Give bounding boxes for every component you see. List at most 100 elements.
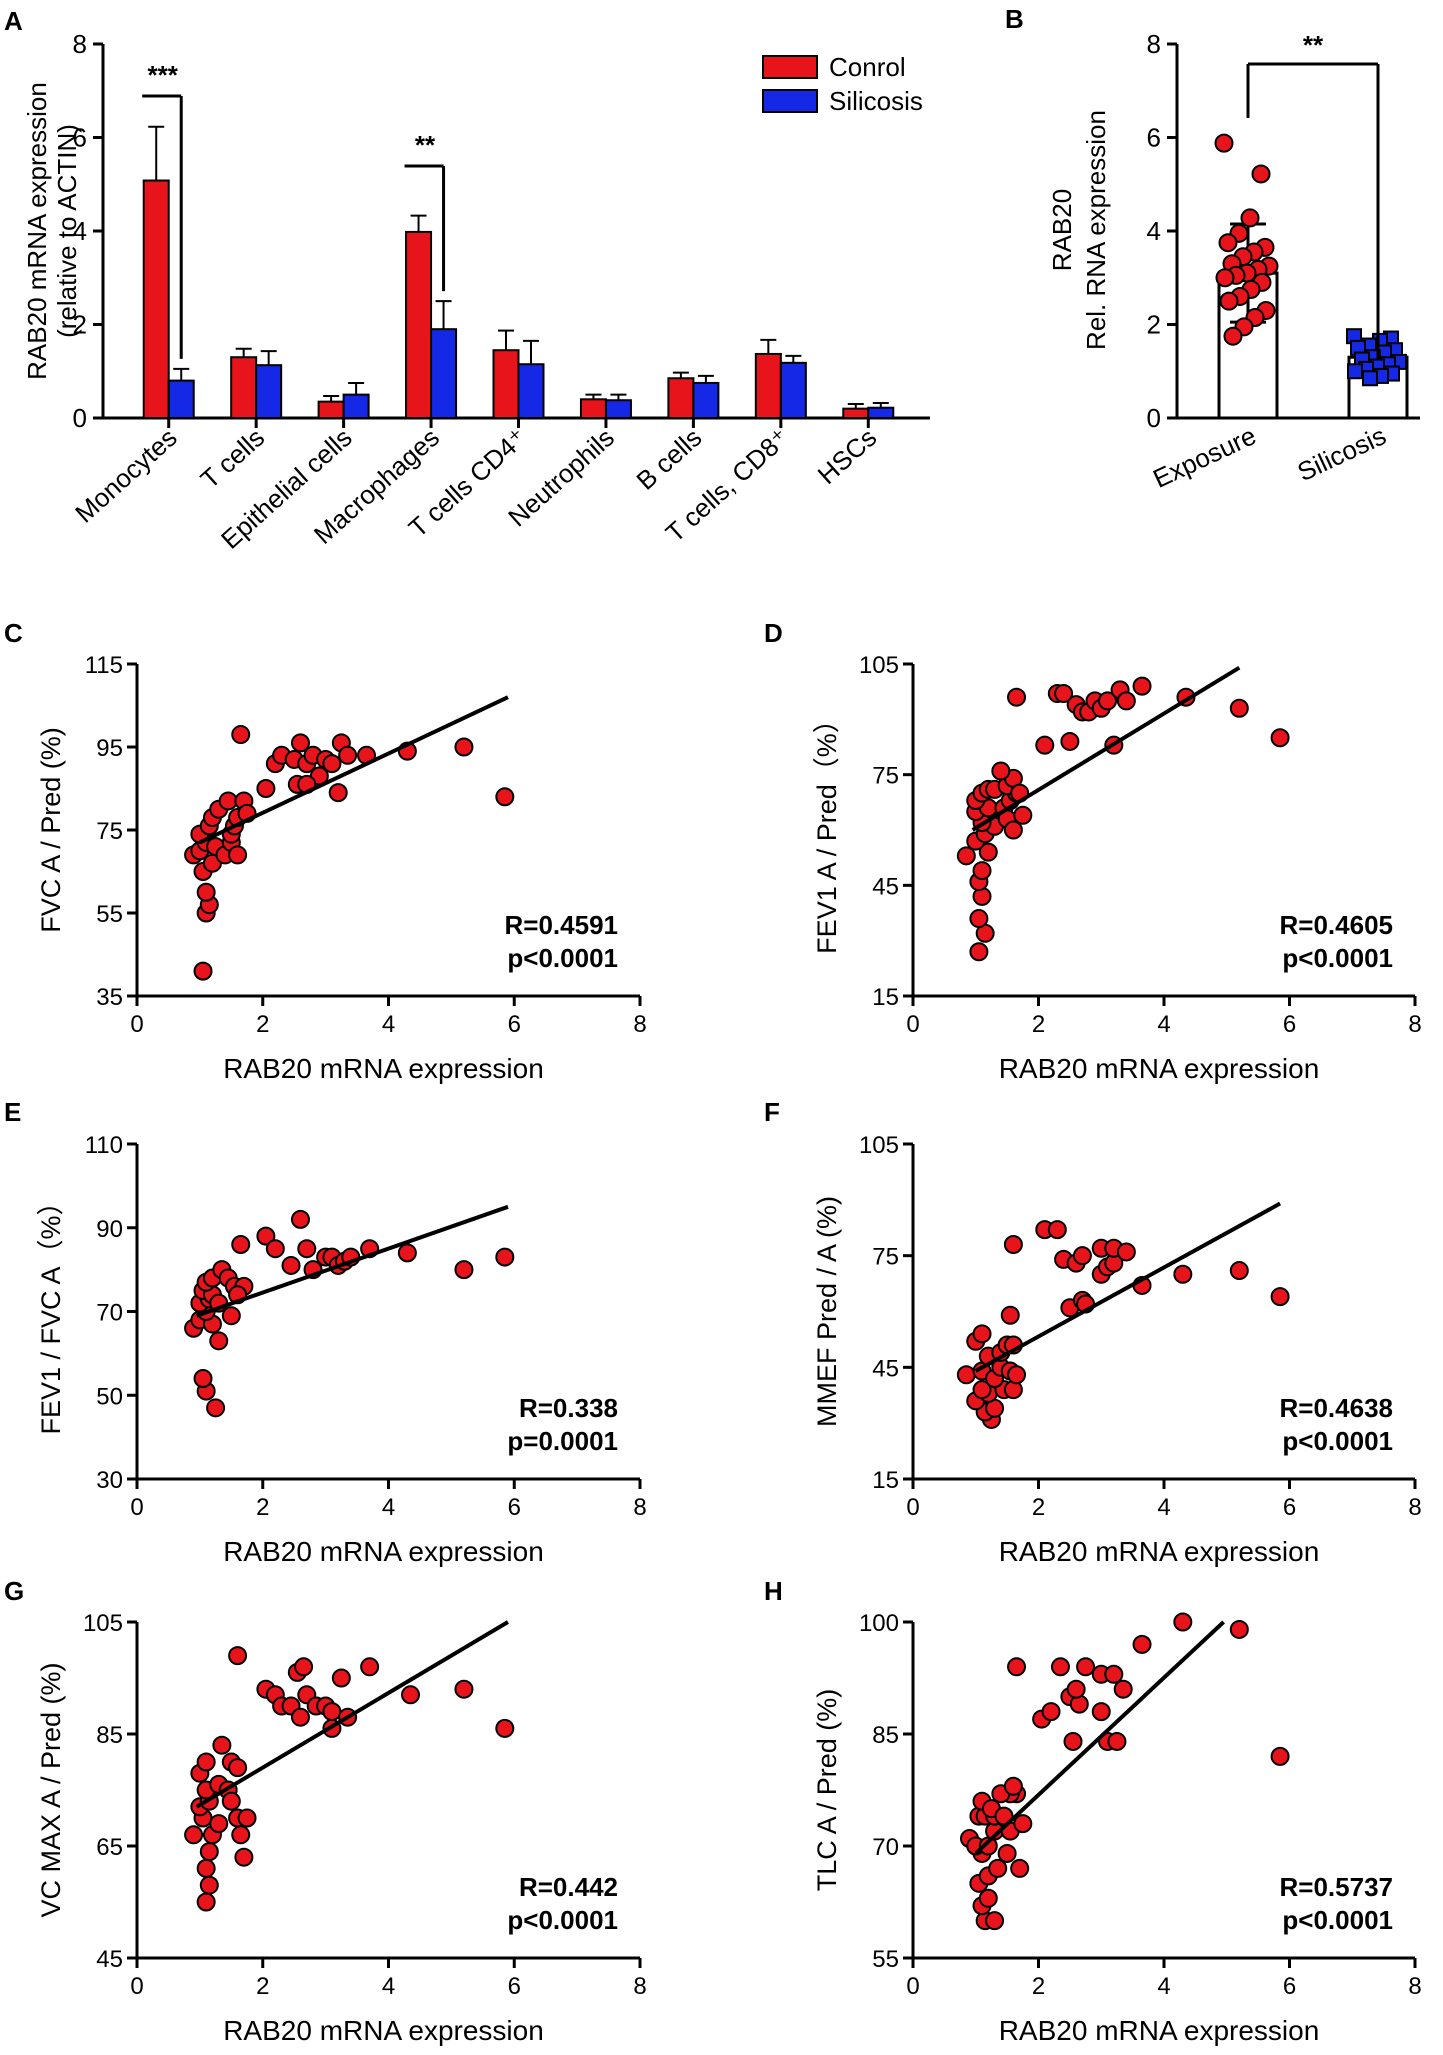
panel-a-x-tick-label: B cells (630, 422, 707, 496)
panel-b-data-point (1223, 326, 1243, 346)
panel-g-fit-line (195, 1620, 509, 1809)
panel-label-c: C (4, 618, 23, 648)
panel-h-data-point (1229, 1619, 1249, 1639)
panel-a-bar-silicosis (517, 363, 545, 419)
panel-h-data-point (985, 1911, 1005, 1931)
panel-g-y-tick-label: 45 (96, 1946, 123, 1973)
panel-c-data-point (193, 961, 213, 981)
panel-h-data-point (988, 1858, 1008, 1878)
panel-f-data-point (956, 1365, 976, 1385)
panel-g-y-tick-label: 65 (96, 1834, 123, 1861)
panel-g-data-point (199, 1842, 219, 1862)
panel-a-x-tick-label: Monocytes (69, 422, 183, 528)
panel-f-stat-text: p<0.0001 (1282, 1426, 1393, 1456)
panel-b-data-point (1240, 208, 1260, 228)
panel-d-stat-text: R=0.4605 (1280, 910, 1393, 940)
panel-h-data-point (1007, 1657, 1027, 1677)
panel-g-data-point (360, 1657, 380, 1677)
panel-d-data-point (1116, 691, 1136, 711)
panel-b-data-point (1214, 133, 1234, 153)
panel-f-data-point (1072, 1246, 1092, 1266)
panel-h-data-point (1076, 1657, 1096, 1677)
panel-a-y-axis-title: (relative to ACTIN) (52, 124, 82, 338)
panel-a-bar-silicosis (430, 328, 458, 419)
panel-g-x-tick-label: 6 (508, 1973, 521, 2000)
panel-c-x-tick-label: 8 (633, 1011, 646, 1038)
panel-f-y-tick-label: 15 (872, 1467, 899, 1494)
panel-h-data-point (1003, 1776, 1023, 1796)
panel-g-data-point (221, 1791, 241, 1811)
panel-d-data-point (1132, 676, 1152, 696)
panel-h-y-tick-label: 55 (872, 1946, 899, 1973)
panel-g-data-point (234, 1847, 254, 1867)
panel-e-data-point (221, 1306, 241, 1326)
panel-g-data-point (331, 1668, 351, 1688)
panel-f-data-point (1229, 1261, 1249, 1281)
panel-g-data-point (212, 1735, 232, 1755)
panel-g-x-tick-label: 8 (633, 1973, 646, 2000)
panel-h-data-point (997, 1843, 1017, 1863)
panel-b-data-point (1218, 233, 1238, 253)
panel-h-y-tick-label: 85 (872, 1722, 899, 1749)
panel-f-data-point (972, 1324, 992, 1344)
panel-f-y-axis-title: MMEF Pred / A (%) (812, 1196, 842, 1427)
panel-g-data-point (294, 1657, 314, 1677)
panel-c-y-tick-label: 35 (96, 984, 123, 1011)
panel-h-data-point (978, 1888, 998, 1908)
panel-label-a: A (4, 6, 23, 36)
panel-a-bar-control (230, 356, 258, 420)
panel-g-y-tick-label: 85 (96, 1722, 123, 1749)
panel-c-y-tick-label: 115 (85, 652, 123, 679)
panel-b-data-point (1215, 268, 1235, 288)
panel-g-data-point (199, 1875, 219, 1895)
panel-c-data-point (495, 787, 515, 807)
panel-h-data-point (1113, 1679, 1133, 1699)
panel-c-y-tick-label: 55 (96, 901, 123, 928)
panel-g-y-axis-title: VC MAX A / Pred (%) (36, 1662, 66, 1917)
panel-b-x-tick-label: Exposure (1148, 420, 1260, 494)
panel-a-bar-silicosis (604, 399, 632, 419)
panel-d-data-point (969, 942, 989, 962)
panel-a-x-tick-label: HSCs (812, 422, 883, 490)
panel-d-data-point (972, 861, 992, 881)
panel-a-y-tick-label: 8 (73, 29, 87, 59)
panel-b-y-axis-title: RAB20 (1047, 189, 1077, 271)
panel-h-x-tick-label: 0 (906, 1973, 919, 2000)
panel-label-e: E (4, 1097, 21, 1127)
panel-h-x-axis-title: RAB20 mRNA expression (999, 2015, 1320, 2046)
panel-b-significance-stars: ** (1303, 30, 1324, 60)
panel-h-data-point (1270, 1746, 1290, 1766)
panel-f-stat-text: R=0.4638 (1280, 1393, 1393, 1423)
panel-h-y-axis-title: TLC A / Pred (%) (812, 1689, 842, 1892)
panel-f-data-point (972, 1380, 992, 1400)
panel-a-y-tick-label: 4 (73, 216, 87, 246)
panel-h-fit-line (974, 1620, 1225, 1855)
panel-h-stat-text: R=0.5737 (1280, 1872, 1393, 1902)
panel-d-data-point (1098, 691, 1118, 711)
panel-e-fit-line (196, 1204, 509, 1318)
panel-e-x-tick-label: 6 (508, 1494, 521, 1521)
panel-h-data-point (1041, 1702, 1061, 1722)
panel-c-x-tick-label: 4 (382, 1011, 395, 1038)
panel-c-x-tick-label: 0 (130, 1011, 143, 1038)
panel-d-data-point (991, 761, 1011, 781)
panel-e-data-point (231, 1235, 251, 1254)
panel-a-bar-silicosis (167, 379, 195, 420)
panel-f-x-axis-title: RAB20 mRNA expression (999, 1536, 1320, 1567)
panel-f-data-point (1173, 1264, 1193, 1284)
panel-g-x-axis-title: RAB20 mRNA expression (223, 2015, 544, 2046)
panel-g-x-tick-label: 2 (256, 1973, 269, 2000)
panel-a-bar-control (317, 400, 345, 420)
panel-a-significance-stars: *** (148, 60, 179, 90)
panel-d-x-tick-label: 8 (1408, 1011, 1421, 1038)
panel-a-bar-control (579, 398, 607, 419)
panel-c-x-tick-label: 2 (256, 1011, 269, 1038)
panel-g-data-point (184, 1825, 204, 1845)
panel-e-data-point (265, 1239, 285, 1259)
panel-b-data-point (1219, 291, 1239, 311)
panel-e-x-axis-title: RAB20 mRNA expression (223, 1536, 544, 1567)
panel-c-data-point (322, 754, 342, 774)
panel-e-data-point (454, 1260, 474, 1280)
panel-c-stat-text: p<0.0001 (507, 943, 618, 973)
panel-d-data-point (1035, 735, 1055, 755)
